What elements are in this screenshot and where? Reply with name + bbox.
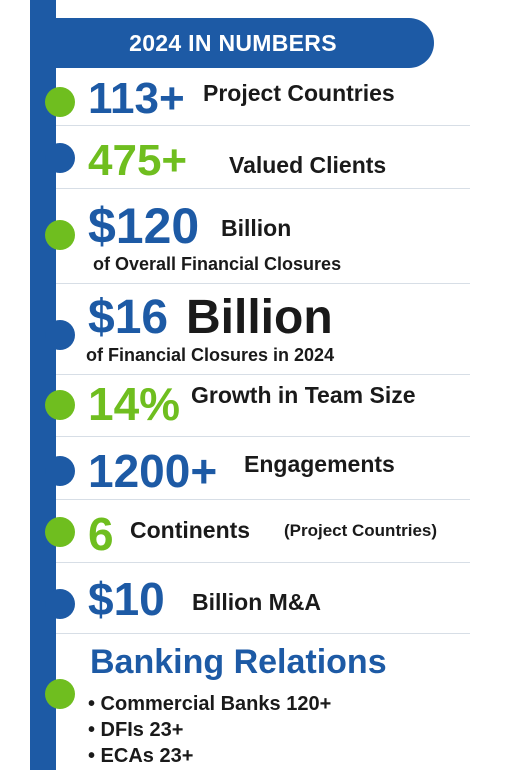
banking-item: • Commercial Banks 120+ <box>88 693 332 715</box>
stat-label: Engagements <box>244 451 395 477</box>
bullet-dot <box>45 220 75 250</box>
page-title: 2024 IN NUMBERS <box>129 30 337 56</box>
divider <box>56 374 470 375</box>
header-banner: 2024 IN NUMBERS <box>32 18 434 68</box>
stat-label: Billion <box>186 291 333 344</box>
stat-label: Continents <box>130 517 251 543</box>
stat-label: Billion M&A <box>192 589 322 615</box>
stat-subtitle: of Overall Financial Closures <box>93 254 342 274</box>
stat-label: Valued Clients <box>229 152 387 178</box>
banking-item: • DFIs 23+ <box>88 719 184 741</box>
bullet-dot <box>45 456 75 486</box>
banking-item: • ECAs 23+ <box>88 745 194 767</box>
divider <box>56 499 470 500</box>
stat-label: Growth in Team Size <box>191 382 416 408</box>
stat-value: 1200+ <box>88 445 218 497</box>
stat-value: $120 <box>88 198 200 254</box>
stat-value: 113+ <box>88 74 185 123</box>
divider <box>56 283 470 284</box>
stat-value: $16 <box>88 291 169 344</box>
stat-subtitle: of Financial Closures in 2024 <box>86 345 335 365</box>
stat-value: 475+ <box>88 136 188 185</box>
stat-label: Project Countries <box>203 80 395 106</box>
bullet-dot <box>45 390 75 420</box>
banking-title: Banking Relations <box>90 643 387 681</box>
divider <box>56 562 470 563</box>
left-rail <box>30 0 56 770</box>
stat-value: 6 <box>88 508 114 560</box>
bullet-dot <box>45 679 75 709</box>
stat-label: Billion <box>221 215 292 241</box>
bullet-dot <box>45 87 75 117</box>
stat-value: 14% <box>88 378 181 430</box>
divider <box>56 125 470 126</box>
bullet-dot <box>45 143 75 173</box>
bullet-dot <box>45 517 75 547</box>
stat-value: $10 <box>88 573 165 625</box>
divider <box>56 633 470 634</box>
divider <box>56 436 470 437</box>
bullet-dot <box>45 320 75 350</box>
bullet-dot <box>45 589 75 619</box>
stat-note: (Project Countries) <box>284 521 438 540</box>
divider <box>56 188 470 189</box>
